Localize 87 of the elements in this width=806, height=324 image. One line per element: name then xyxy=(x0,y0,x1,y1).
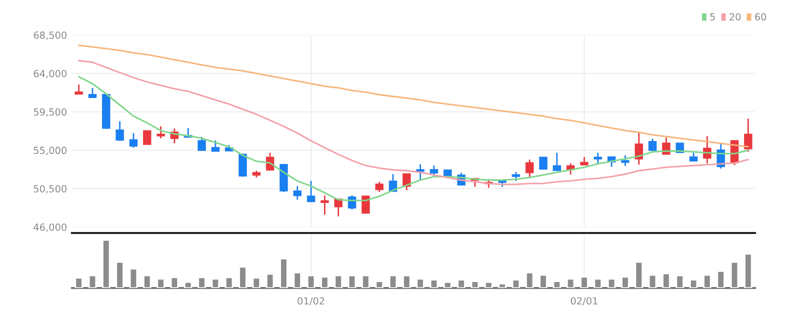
bar xyxy=(634,261,643,288)
bar xyxy=(334,274,342,288)
bar xyxy=(716,270,725,288)
bar xyxy=(566,278,575,288)
bar xyxy=(526,272,534,288)
bar xyxy=(252,277,261,288)
candlestick xyxy=(238,152,247,178)
candlestick xyxy=(293,185,302,200)
bar xyxy=(662,272,670,288)
bar xyxy=(498,282,506,288)
bar xyxy=(156,278,165,288)
bar xyxy=(621,276,630,288)
candlestick xyxy=(88,87,97,98)
bar xyxy=(539,274,548,288)
candlestick xyxy=(430,164,438,176)
bar xyxy=(293,272,302,288)
candlestick xyxy=(634,131,643,166)
candlestick xyxy=(621,154,630,167)
bar xyxy=(143,274,152,288)
candlestick xyxy=(129,132,138,148)
candlestick xyxy=(143,130,152,145)
bar xyxy=(416,278,424,288)
candlestick xyxy=(402,173,411,191)
bar xyxy=(74,277,83,288)
bar xyxy=(676,274,684,288)
candlestick xyxy=(552,152,562,171)
x-tick-label: 01/02 xyxy=(298,297,324,306)
bar xyxy=(198,276,206,288)
bar xyxy=(430,279,438,288)
candlestick xyxy=(74,84,83,95)
bar xyxy=(320,276,329,288)
bar xyxy=(170,276,179,288)
bar xyxy=(266,273,274,288)
legend-label: 60 xyxy=(755,13,766,21)
bar xyxy=(580,276,588,288)
x-tick-label: 02/01 xyxy=(570,297,598,306)
bar xyxy=(224,276,234,288)
candlestick xyxy=(648,138,657,151)
candlestick xyxy=(116,120,124,142)
bar xyxy=(306,274,316,288)
candlestick xyxy=(526,158,534,178)
candlestick xyxy=(539,156,548,170)
candlestick xyxy=(211,140,220,152)
legend-label: 20 xyxy=(730,13,741,21)
bar xyxy=(484,282,493,288)
bar xyxy=(512,279,520,288)
candlestick xyxy=(306,180,316,202)
candlestick xyxy=(416,164,424,180)
y-tick-label: 46,000 xyxy=(34,223,66,232)
bar xyxy=(348,274,356,288)
bar xyxy=(88,274,97,288)
bar xyxy=(362,274,370,288)
bar xyxy=(211,278,220,288)
y-tick-label: 59,500 xyxy=(34,108,66,117)
y-tick-label: 68,500 xyxy=(34,31,66,40)
candlestick xyxy=(744,118,752,153)
bar xyxy=(594,278,602,288)
legend-label: 5 xyxy=(710,13,715,21)
bar xyxy=(457,279,466,288)
bar xyxy=(703,274,712,288)
candlestick xyxy=(156,126,165,139)
bar xyxy=(689,279,698,288)
bar xyxy=(375,280,384,288)
bar xyxy=(238,266,247,288)
bar xyxy=(129,268,138,288)
bar xyxy=(730,261,739,288)
y-tick-label: 55,000 xyxy=(34,146,66,156)
bar xyxy=(607,278,616,288)
candlestick xyxy=(198,136,206,151)
bar xyxy=(388,274,398,288)
bar xyxy=(402,274,411,288)
y-tick-label: 50,500 xyxy=(34,185,66,194)
bar xyxy=(444,282,452,288)
bar xyxy=(116,261,124,288)
bar xyxy=(744,253,752,288)
candlestick xyxy=(362,196,370,214)
bar xyxy=(102,239,110,288)
y-tick-label: 64,000 xyxy=(34,70,66,78)
candlestick xyxy=(320,194,329,216)
bar xyxy=(280,258,288,288)
bar xyxy=(552,280,562,288)
line-series xyxy=(78,60,749,186)
bar xyxy=(470,280,480,288)
bar xyxy=(184,282,192,288)
candlestick xyxy=(375,181,384,193)
candlestick xyxy=(594,152,602,164)
bar xyxy=(648,274,657,288)
